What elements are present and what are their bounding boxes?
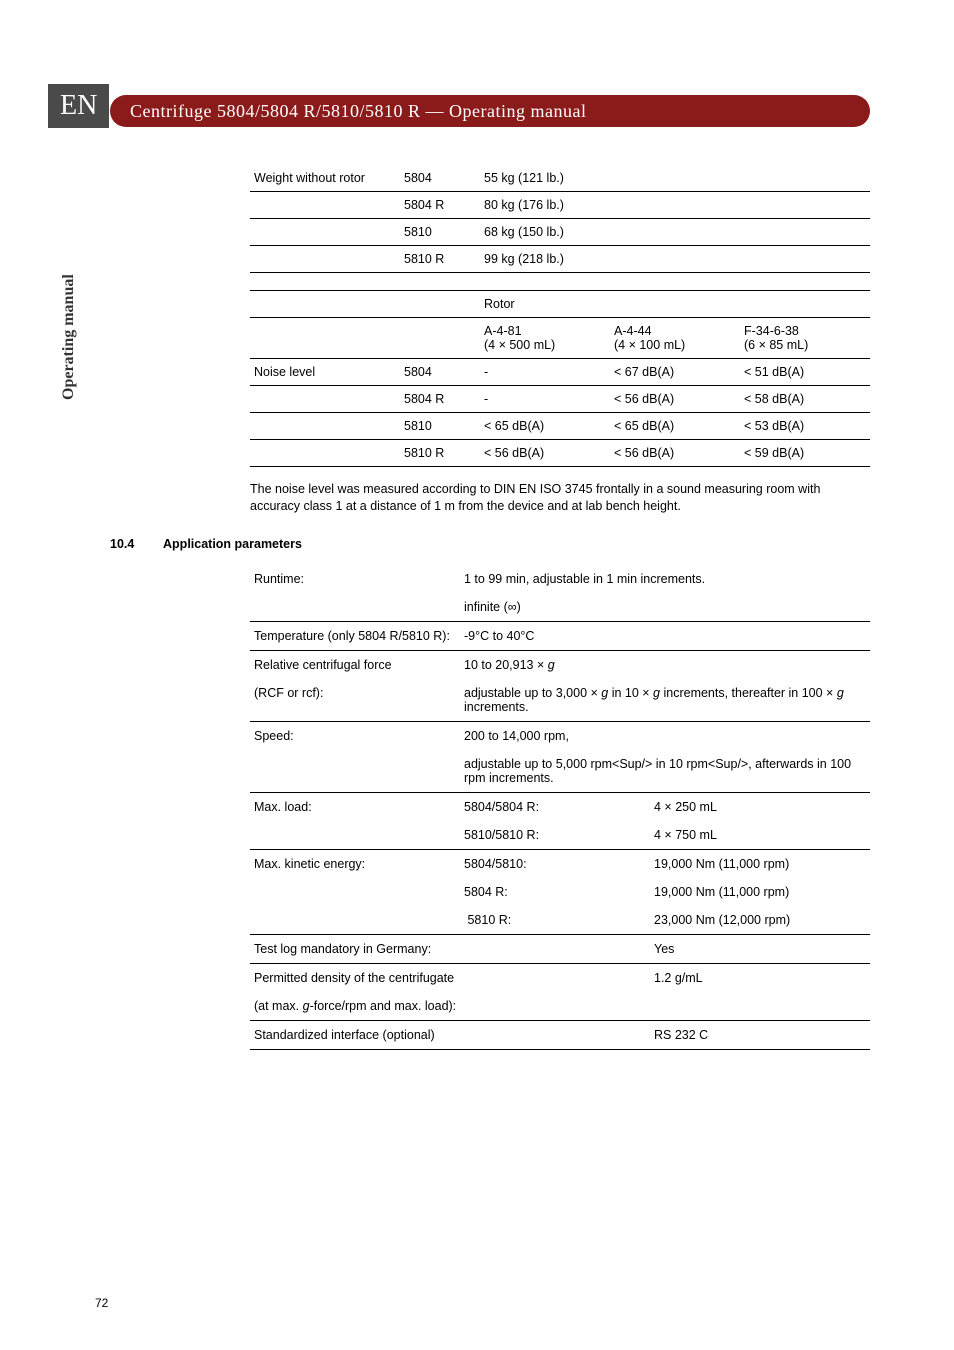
cell: A-4-81(4 × 500 mL) — [480, 318, 610, 359]
cell: 5804 — [400, 359, 480, 386]
cell: 5804/5810: — [460, 849, 650, 878]
cell: 200 to 14,000 rpm, — [460, 721, 870, 750]
cell: 10 to 20,913 × g — [460, 650, 870, 679]
cell: < 65 dB(A) — [480, 413, 610, 440]
cell: - — [480, 359, 610, 386]
sidebar-label: Operating manual — [60, 274, 78, 400]
language-box: EN — [48, 84, 109, 128]
cell: - — [480, 386, 610, 413]
cell: Max. kinetic energy: — [250, 849, 460, 878]
cell: < 56 dB(A) — [610, 440, 740, 467]
cell: 5804 R — [400, 386, 480, 413]
cell: < 65 dB(A) — [610, 413, 740, 440]
cell: 19,000 Nm (11,000 rpm) — [650, 878, 870, 906]
cell: F-34-6-38(6 × 85 mL) — [740, 318, 870, 359]
cell: Test log mandatory in Germany: — [250, 934, 650, 963]
cell: 5804 — [400, 165, 480, 192]
cell: 5810 R: — [460, 906, 650, 935]
cell: adjustable up to 3,000 × g in 10 × g inc… — [460, 679, 870, 722]
cell: 5810 R — [400, 440, 480, 467]
section-number: 10.4 — [110, 537, 160, 551]
cell: Yes — [650, 934, 870, 963]
cell: Runtime: — [250, 565, 460, 593]
page-number: 72 — [95, 1296, 108, 1310]
cell: 5810/5810 R: — [460, 821, 650, 850]
cell: < 51 dB(A) — [740, 359, 870, 386]
cell: (RCF or rcf): — [250, 679, 460, 722]
cell: Speed: — [250, 721, 460, 750]
cell: infinite (∞) — [460, 593, 870, 622]
cell: < 56 dB(A) — [480, 440, 610, 467]
cell: < 58 dB(A) — [740, 386, 870, 413]
cell: 99 kg (218 lb.) — [480, 246, 870, 273]
header-bar: Centrifuge 5804/5804 R/5810/5810 R — Ope… — [110, 95, 870, 127]
application-params-table: Runtime: 1 to 99 min, adjustable in 1 mi… — [250, 565, 870, 1050]
cell: 1.2 g/mL — [650, 963, 870, 992]
cell: Standardized interface (optional) — [250, 1020, 650, 1049]
cell: < 53 dB(A) — [740, 413, 870, 440]
cell: < 59 dB(A) — [740, 440, 870, 467]
noise-note: The noise level was measured according t… — [250, 481, 870, 515]
cell: 5804/5804 R: — [460, 792, 650, 821]
cell: 80 kg (176 lb.) — [480, 192, 870, 219]
rotor-label: Rotor — [480, 291, 870, 318]
cell: 1 to 99 min, adjustable in 1 min increme… — [460, 565, 870, 593]
cell: 5804 R — [400, 192, 480, 219]
weight-label: Weight without rotor — [250, 165, 400, 192]
cell: A-4-44(4 × 100 mL) — [610, 318, 740, 359]
cell: 4 × 750 mL — [650, 821, 870, 850]
cell: Relative centrifugal force — [250, 650, 460, 679]
cell: 19,000 Nm (11,000 rpm) — [650, 849, 870, 878]
cell: 68 kg (150 lb.) — [480, 219, 870, 246]
weight-noise-table: Weight without rotor 5804 55 kg (121 lb.… — [250, 165, 870, 467]
cell: 55 kg (121 lb.) — [480, 165, 870, 192]
cell: 5810 — [400, 413, 480, 440]
cell: Permitted density of the centrifugate — [250, 963, 650, 992]
cell: adjustable up to 5,000 rpm<Sup/> in 10 r… — [460, 750, 870, 793]
cell: 4 × 250 mL — [650, 792, 870, 821]
cell: 23,000 Nm (12,000 rpm) — [650, 906, 870, 935]
cell: RS 232 C — [650, 1020, 870, 1049]
cell: Temperature (only 5804 R/5810 R): — [250, 621, 460, 650]
cell: 5810 R — [400, 246, 480, 273]
cell: Max. load: — [250, 792, 460, 821]
cell: (at max. g-force/rpm and max. load): — [250, 992, 650, 1021]
section-heading: 10.4 Application parameters — [110, 537, 870, 551]
page-content: Weight without rotor 5804 55 kg (121 lb.… — [110, 165, 870, 1050]
cell: 5810 — [400, 219, 480, 246]
cell: -9°C to 40°C — [460, 621, 870, 650]
noise-label: Noise level — [250, 359, 400, 386]
cell: < 67 dB(A) — [610, 359, 740, 386]
section-title: Application parameters — [163, 537, 302, 551]
cell: 5804 R: — [460, 878, 650, 906]
cell: < 56 dB(A) — [610, 386, 740, 413]
